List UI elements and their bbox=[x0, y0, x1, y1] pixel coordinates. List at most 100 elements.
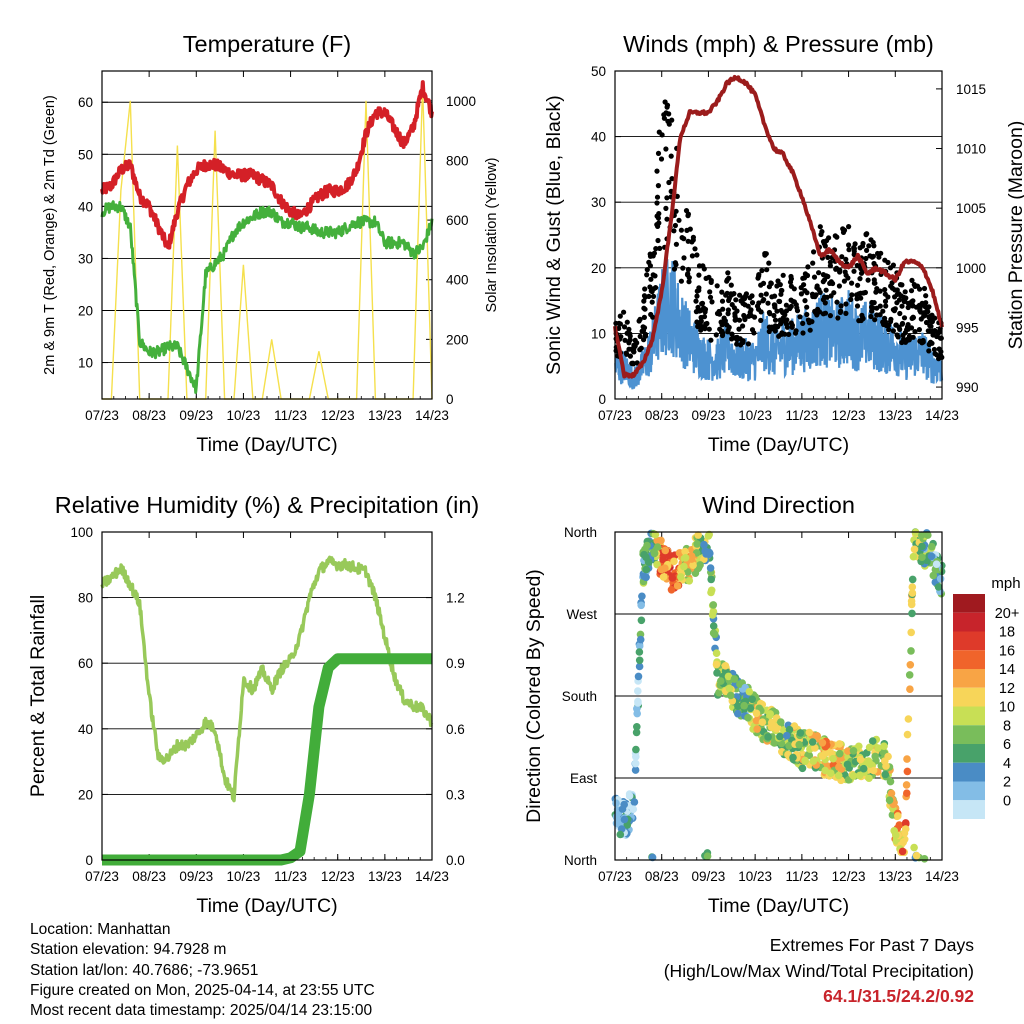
gust-point bbox=[704, 320, 710, 327]
gust-point bbox=[815, 306, 821, 312]
gust-point bbox=[855, 282, 861, 288]
gust-point bbox=[826, 235, 832, 241]
gust-point bbox=[664, 104, 670, 110]
x-tick-label: 14/23 bbox=[415, 869, 449, 884]
gust-point bbox=[805, 264, 811, 270]
direction-point bbox=[687, 555, 696, 563]
x-tick-label: 10/23 bbox=[738, 408, 772, 423]
direction-point bbox=[918, 531, 926, 539]
gust-point bbox=[820, 297, 827, 303]
gust-point bbox=[918, 303, 924, 309]
y2-tick-label: 1000 bbox=[446, 94, 476, 109]
gust-point bbox=[900, 332, 906, 338]
gust-point bbox=[802, 271, 809, 277]
direction-point bbox=[642, 565, 651, 574]
panel-3: Relative Humidity (%) & Precipitation (i… bbox=[27, 492, 479, 917]
direction-point bbox=[744, 713, 752, 722]
gust-point bbox=[649, 288, 655, 295]
x-tick-label: 11/23 bbox=[785, 408, 818, 423]
direction-point bbox=[633, 709, 641, 718]
gust-point bbox=[802, 288, 808, 294]
gust-point bbox=[641, 314, 648, 320]
y2-tick-label: 400 bbox=[446, 273, 469, 288]
gust-point bbox=[626, 326, 632, 332]
gust-point bbox=[701, 266, 707, 272]
plot-border bbox=[614, 531, 943, 861]
gust-point bbox=[708, 279, 714, 285]
direction-point bbox=[908, 583, 917, 591]
station-latlon: Station lat/lon: 40.7686; -73.9651 bbox=[30, 961, 259, 979]
gust-point bbox=[656, 220, 662, 226]
gust-point bbox=[854, 303, 861, 309]
y-tick-label: South bbox=[562, 689, 597, 704]
direction-point bbox=[677, 573, 685, 581]
direction-point bbox=[634, 699, 642, 707]
direction-point bbox=[632, 745, 640, 754]
extremes-title: Extremes For Past 7 Days bbox=[769, 935, 974, 955]
direction-point bbox=[907, 597, 916, 605]
colorbar-label: 20+ bbox=[995, 606, 1020, 622]
gust-point bbox=[772, 328, 778, 334]
direction-point bbox=[643, 541, 651, 550]
direction-point bbox=[809, 757, 818, 765]
direction-point bbox=[906, 661, 915, 669]
colorbar-label: 16 bbox=[999, 643, 1015, 659]
direction-point bbox=[724, 672, 733, 681]
gust-point bbox=[854, 296, 860, 302]
gust-point bbox=[883, 303, 889, 309]
gust-point bbox=[877, 288, 883, 294]
gust-point bbox=[655, 150, 662, 156]
gust-point bbox=[787, 279, 794, 285]
y-tick-label: 20 bbox=[78, 303, 93, 318]
direction-point bbox=[776, 732, 784, 741]
direction-point bbox=[642, 553, 650, 561]
series-pressure bbox=[613, 74, 944, 379]
direction-point bbox=[631, 766, 640, 774]
gust-point bbox=[871, 243, 877, 249]
y2-tick-label: 990 bbox=[956, 380, 979, 395]
direction-point bbox=[634, 672, 643, 681]
y-tick-label: 30 bbox=[78, 251, 93, 266]
direction-point bbox=[912, 851, 921, 860]
gust-point bbox=[732, 317, 738, 323]
gust-point bbox=[647, 251, 653, 257]
direction-point bbox=[630, 798, 639, 806]
gust-point bbox=[725, 270, 731, 276]
y-tick-label: North bbox=[564, 525, 597, 540]
gust-point bbox=[647, 263, 654, 269]
direction-point bbox=[685, 577, 694, 585]
direction-point bbox=[908, 609, 916, 618]
gust-point bbox=[627, 353, 634, 359]
gust-point bbox=[814, 312, 820, 318]
direction-point bbox=[648, 853, 657, 862]
direction-point bbox=[871, 752, 879, 761]
direction-point bbox=[693, 540, 701, 548]
direction-point bbox=[637, 616, 646, 625]
x-tick-label: 07/23 bbox=[598, 869, 632, 884]
y-tick-label: 50 bbox=[591, 64, 606, 79]
gust-point bbox=[869, 254, 875, 260]
gust-point bbox=[816, 270, 822, 276]
y-tick-label: 40 bbox=[78, 722, 93, 737]
gust-point bbox=[790, 298, 796, 305]
y2-tick-label: 1010 bbox=[956, 142, 986, 157]
direction-point bbox=[717, 677, 725, 685]
direction-point bbox=[635, 656, 644, 665]
gust-point bbox=[882, 287, 888, 293]
direction-point bbox=[636, 635, 645, 644]
direction-point bbox=[653, 543, 662, 551]
gust-point bbox=[899, 282, 905, 288]
gust-point bbox=[917, 307, 923, 314]
gust-point bbox=[800, 275, 806, 281]
colorbar-swatch bbox=[953, 706, 985, 726]
chart-title: Relative Humidity (%) & Precipitation (i… bbox=[55, 492, 479, 518]
gust-point bbox=[654, 200, 660, 206]
direction-point bbox=[835, 749, 844, 758]
gust-point bbox=[666, 111, 672, 117]
gust-point bbox=[822, 243, 828, 249]
gust-point bbox=[910, 314, 916, 320]
gust-point bbox=[658, 156, 665, 162]
gust-point bbox=[777, 317, 783, 323]
gust-point bbox=[642, 331, 649, 337]
colorbar-label: 6 bbox=[1003, 737, 1011, 753]
